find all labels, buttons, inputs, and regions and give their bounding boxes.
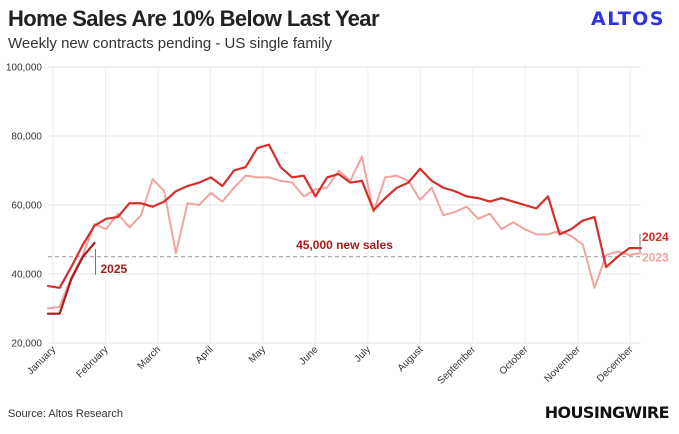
reference-line-group: 45,000 new sales bbox=[48, 238, 641, 258]
series-line-2025 bbox=[46, 241, 96, 315]
x-tick-label: March bbox=[136, 344, 163, 371]
x-tick-label: June bbox=[297, 344, 320, 367]
x-tick-label: August bbox=[396, 344, 426, 374]
reference-line-label: 45,000 new sales bbox=[296, 238, 393, 252]
y-tick-label: 20,000 bbox=[11, 339, 42, 350]
series-lines bbox=[46, 143, 643, 315]
source-note: Source: Altos Research bbox=[8, 408, 123, 420]
y-tick-label: 60,000 bbox=[11, 201, 42, 212]
x-tick-label: July bbox=[353, 344, 373, 364]
x-tick-label: February bbox=[75, 344, 111, 380]
series-line-2024 bbox=[46, 143, 643, 289]
chart-title: Home Sales Are 10% Below Last Year bbox=[8, 6, 380, 31]
x-tick-label: October bbox=[497, 344, 530, 377]
altos-logo: ALTOS bbox=[591, 8, 665, 30]
y-tick-label: 40,000 bbox=[11, 270, 42, 281]
y-tick-label: 80,000 bbox=[11, 132, 42, 143]
x-tick-label: November bbox=[542, 344, 583, 385]
series-line-2023 bbox=[47, 155, 642, 310]
grid-lines bbox=[48, 66, 641, 344]
x-tick-label: May bbox=[247, 344, 268, 365]
series-labels: 2025 2024 2023 bbox=[95, 230, 669, 276]
series-label-2023: 2023 bbox=[642, 250, 669, 264]
series-label-2024: 2024 bbox=[642, 230, 669, 244]
chart-subtitle: Weekly new contracts pending - US single… bbox=[8, 35, 333, 52]
x-axis-ticks: January February March April May June July Augu… bbox=[25, 344, 636, 387]
housingwire-logo: HOUSINGWIRE bbox=[544, 403, 670, 422]
y-axis-ticks: 20,000 40,000 60,000 80,000 100,000 bbox=[6, 63, 43, 350]
series-label-2025: 2025 bbox=[101, 262, 128, 276]
y-tick-label: 100,000 bbox=[6, 63, 43, 74]
x-tick-label: April bbox=[194, 344, 216, 366]
x-tick-label: September bbox=[436, 344, 479, 387]
x-tick-label: December bbox=[595, 344, 636, 385]
